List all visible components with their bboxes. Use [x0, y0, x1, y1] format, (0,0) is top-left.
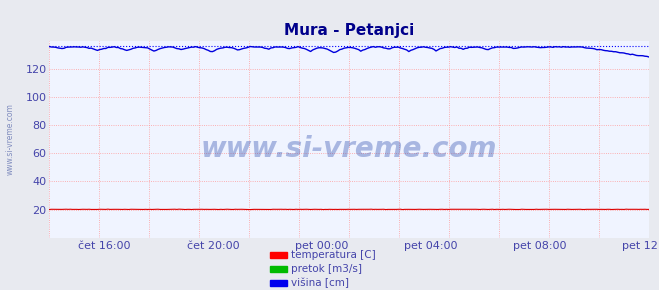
Text: www.si-vreme.com: www.si-vreme.com — [5, 103, 14, 175]
Text: višina [cm]: višina [cm] — [291, 278, 349, 288]
Title: Mura - Petanjci: Mura - Petanjci — [284, 23, 415, 38]
Text: pretok [m3/s]: pretok [m3/s] — [291, 264, 362, 274]
Text: temperatura [C]: temperatura [C] — [291, 250, 376, 260]
Text: www.si-vreme.com: www.si-vreme.com — [201, 135, 498, 163]
